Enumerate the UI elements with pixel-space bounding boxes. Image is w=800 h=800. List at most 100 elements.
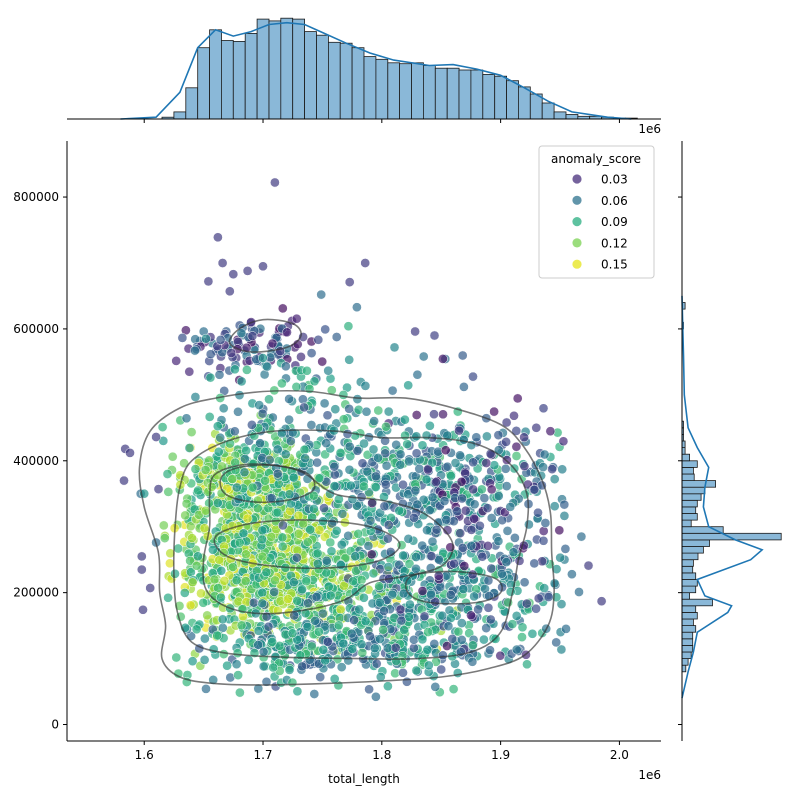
scatter-point <box>303 598 313 609</box>
scatter-point <box>190 345 200 356</box>
scatter-point <box>314 626 324 637</box>
scatter-point <box>308 490 319 501</box>
scatter-point <box>190 464 201 474</box>
density-contour-line <box>172 429 530 660</box>
scatter-point <box>180 510 191 521</box>
scatter-point <box>396 615 407 626</box>
scatter-point <box>287 677 298 688</box>
scatter-point <box>238 528 249 539</box>
scatter-point <box>301 576 312 587</box>
scatter-point <box>417 440 428 451</box>
scatter-point <box>255 438 265 449</box>
scatter-point <box>360 616 371 627</box>
scatter-point <box>348 576 359 587</box>
scatter-point <box>163 592 173 603</box>
scatter-point <box>370 482 381 492</box>
scatter-point <box>203 276 214 287</box>
scatter-point <box>466 540 477 551</box>
scatter-point <box>247 420 257 430</box>
scatter-point <box>482 431 492 442</box>
right-hist-bar <box>681 493 702 501</box>
density-contour-line <box>219 464 316 504</box>
scatter-point <box>395 449 406 460</box>
scatter-point <box>383 520 394 530</box>
scatter-point <box>404 456 414 467</box>
scatter-point <box>402 439 413 449</box>
scatter-point <box>438 409 448 420</box>
scatter-point <box>409 512 419 523</box>
scatter-point <box>425 420 435 431</box>
scatter-point <box>481 623 492 633</box>
scatter-point <box>319 503 329 513</box>
scatter-point <box>559 499 570 510</box>
scatter-point <box>277 303 288 314</box>
scatter-point <box>539 583 550 593</box>
scatter-point <box>473 604 483 615</box>
scatter-point <box>361 406 372 417</box>
legend-entry-label: 0.12 <box>601 236 628 250</box>
scatter-point <box>501 481 512 491</box>
scatter-point <box>277 378 287 389</box>
scatter-point <box>187 656 198 667</box>
scatter-point <box>455 528 466 539</box>
scatter-point <box>292 596 303 606</box>
scatter-point <box>318 644 329 655</box>
scatter-point <box>321 555 332 566</box>
scatter-point <box>365 631 375 642</box>
scatter-point <box>264 394 274 405</box>
scatter-point <box>136 564 147 575</box>
scatter-point <box>538 535 549 546</box>
top-axis-offset-label: 1e6 <box>638 122 661 136</box>
scatter-point <box>466 610 476 621</box>
scatter-point <box>119 475 129 486</box>
scatter-point <box>298 394 308 405</box>
scatter-point <box>357 647 368 658</box>
scatter-point <box>511 451 522 461</box>
scatter-point <box>371 658 382 669</box>
scatter-point <box>387 385 398 396</box>
right-hist-bar <box>681 552 699 561</box>
scatter-point <box>185 555 195 566</box>
scatter-point <box>410 326 420 337</box>
scatter-point <box>344 277 355 287</box>
top-hist-bar <box>470 69 484 120</box>
scatter-point <box>185 600 196 611</box>
scatter-point <box>368 568 379 579</box>
top-hist-bar <box>268 20 282 120</box>
scatter-point <box>252 503 263 514</box>
x-tick-label: 2.0 <box>610 748 629 762</box>
scatter-point <box>201 333 211 344</box>
scatter-point <box>356 575 367 585</box>
scatter-point <box>430 682 441 692</box>
scatter-point <box>485 645 495 656</box>
scatter-point <box>228 562 238 572</box>
scatter-point <box>258 261 268 272</box>
scatter-point <box>226 348 237 358</box>
scatter-point <box>476 484 487 495</box>
top-hist-bar <box>256 18 270 120</box>
scatter-point <box>411 552 421 562</box>
scatter-point <box>400 430 410 441</box>
scatter-point <box>383 562 394 572</box>
scatter-point <box>379 606 389 616</box>
scatter-point <box>300 453 310 464</box>
scatter-point <box>222 660 232 671</box>
scatter-point <box>257 408 268 419</box>
scatter-point <box>336 560 346 570</box>
top-hist-bar <box>185 87 199 120</box>
scatter-point <box>395 459 406 470</box>
legend-entry-label: 0.09 <box>601 215 628 229</box>
scatter-point <box>198 597 209 608</box>
scatter-point <box>412 499 423 510</box>
scatter-point <box>214 555 225 565</box>
scatter-point <box>460 505 471 516</box>
scatter-point <box>455 450 465 461</box>
scatter-point <box>217 258 228 268</box>
scatter-point <box>527 628 538 639</box>
top-marginal-histogram <box>67 17 661 123</box>
right-hist-bar <box>681 651 692 659</box>
scatter-point <box>319 398 330 409</box>
right-hist-bar <box>681 473 695 481</box>
scatter-point <box>400 414 410 425</box>
